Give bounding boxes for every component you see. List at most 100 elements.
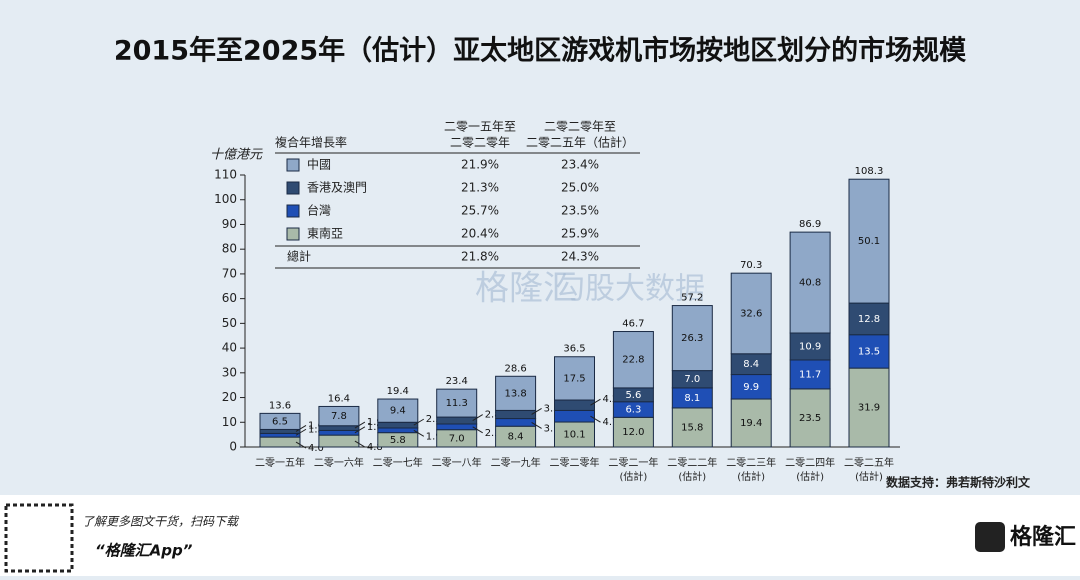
x-tick-label-line: 二零二四年 bbox=[785, 456, 835, 469]
bar-segment bbox=[318, 425, 360, 431]
value-label: 10.9 bbox=[799, 341, 821, 352]
bar-segment bbox=[318, 405, 360, 427]
legend-label: 香港及澳門 bbox=[307, 181, 367, 195]
value-label: 7.0 bbox=[449, 433, 465, 444]
table-cell: 23.5% bbox=[561, 204, 599, 218]
bar-segment bbox=[554, 421, 595, 448]
value-label: 1.5 bbox=[308, 424, 324, 435]
leader-line bbox=[590, 415, 601, 423]
y-tick-label: 30 bbox=[222, 365, 237, 379]
x-tick-label: 二零二四年(估計) bbox=[785, 456, 835, 483]
value-label: 1.9 bbox=[426, 431, 442, 442]
value-label: 5.8 bbox=[390, 435, 406, 446]
bar-segment bbox=[730, 398, 772, 448]
value-label: 6.5 bbox=[272, 416, 288, 427]
x-tick-label: 二零一八年 bbox=[432, 456, 482, 469]
value-label: 9.4 bbox=[390, 406, 406, 417]
bar-segment bbox=[377, 421, 419, 429]
bar-segment bbox=[495, 375, 537, 411]
value-label: 23.5 bbox=[799, 413, 821, 424]
value-label: 19.4 bbox=[740, 418, 762, 429]
bar-segment bbox=[554, 356, 595, 401]
leader-line bbox=[354, 440, 366, 448]
y-tick-label: 110 bbox=[214, 168, 237, 182]
bar-segment bbox=[730, 374, 772, 400]
legend-label: 台灣 bbox=[307, 203, 331, 218]
logo-icon bbox=[975, 522, 1005, 552]
x-tick-label-line: 二零二二年 bbox=[667, 456, 717, 469]
x-tick-label-line: (估計) bbox=[737, 470, 765, 483]
bar-segment bbox=[259, 428, 301, 434]
bar-segment bbox=[848, 178, 890, 304]
value-label: 40.8 bbox=[799, 278, 821, 289]
value-label: 8.1 bbox=[684, 393, 700, 404]
leader-line bbox=[413, 418, 425, 426]
bar-segment bbox=[436, 416, 478, 425]
y-tick-label: 10 bbox=[222, 415, 237, 429]
leader-line bbox=[531, 408, 542, 415]
bar-segment bbox=[259, 412, 301, 430]
x-tick-label: 二零一五年 bbox=[255, 456, 305, 469]
value-label: 15.8 bbox=[681, 422, 703, 433]
legend-label: 中國 bbox=[307, 157, 331, 172]
logo-text: 格隆汇 bbox=[1010, 524, 1076, 550]
bar-segment bbox=[612, 331, 654, 389]
bar-segment bbox=[436, 388, 478, 418]
legend-label: 東南亞 bbox=[307, 226, 343, 241]
value-label: 8.4 bbox=[508, 432, 524, 443]
footer-band bbox=[0, 495, 1080, 576]
table-cell: 20.4% bbox=[461, 227, 499, 241]
table-title: 複合年增長率 bbox=[275, 135, 347, 150]
x-tick-label-line: 二零二一年 bbox=[608, 456, 658, 469]
legend-swatch bbox=[286, 227, 300, 241]
value-label: 3.1 bbox=[544, 423, 560, 434]
x-tick-label: 二零一七年 bbox=[373, 456, 423, 469]
value-label: 4.0 bbox=[308, 443, 324, 454]
value-label: 32.6 bbox=[740, 308, 762, 319]
bar-segment bbox=[789, 332, 831, 361]
table-cell: 21.8% bbox=[461, 250, 499, 264]
legend-swatch bbox=[286, 158, 300, 172]
x-tick-label: 二零一六年 bbox=[314, 456, 364, 469]
table-total-label: 總計 bbox=[287, 249, 311, 264]
table-cell: 25.0% bbox=[561, 181, 599, 195]
value-label: 1.9 bbox=[367, 417, 383, 428]
x-tick-label-line: (估計) bbox=[678, 470, 706, 483]
total-label: 23.4 bbox=[446, 376, 468, 387]
value-label: 7.0 bbox=[684, 374, 700, 385]
value-label: 10.1 bbox=[563, 430, 585, 441]
value-label: 13.8 bbox=[504, 388, 526, 399]
bar-segment bbox=[612, 416, 654, 448]
total-label: 70.3 bbox=[740, 260, 762, 271]
bar-segment bbox=[671, 407, 713, 448]
total-label: 19.4 bbox=[387, 386, 409, 397]
y-tick-label: 50 bbox=[222, 316, 237, 330]
value-label: 50.1 bbox=[858, 236, 880, 247]
x-tick-label-line: 二零二三年 bbox=[726, 456, 776, 469]
y-tick-label: 20 bbox=[222, 390, 237, 404]
table-header: 二零二零年至 bbox=[544, 120, 616, 134]
value-label: 12.8 bbox=[858, 314, 880, 325]
bar-segment bbox=[495, 409, 537, 420]
total-label: 36.5 bbox=[563, 344, 585, 355]
table-cell: 25.7% bbox=[461, 204, 499, 218]
x-tick-label-line: 二零二五年 bbox=[844, 456, 894, 469]
total-label: 108.3 bbox=[855, 166, 884, 177]
leader-line bbox=[590, 398, 601, 406]
bar-segment bbox=[259, 436, 301, 448]
x-tick-label-line: (估計) bbox=[619, 470, 647, 483]
bar-segment bbox=[318, 434, 360, 448]
bar-segment bbox=[848, 367, 890, 448]
value-label: 6.3 bbox=[625, 405, 641, 416]
y-tick-label: 90 bbox=[222, 217, 237, 231]
value-label: 22.8 bbox=[622, 355, 644, 366]
bar-segment bbox=[554, 399, 595, 411]
chart-title: 2015年至2025年（估计）亚太地区游戏机市场按地区划分的市场规模 bbox=[114, 35, 966, 67]
value-label: 2.3 bbox=[426, 414, 442, 425]
leader-line bbox=[295, 441, 307, 449]
table-cell: 21.9% bbox=[461, 158, 499, 172]
table-cell: 21.3% bbox=[461, 181, 499, 195]
bar-segment bbox=[730, 272, 772, 355]
value-label: 17.5 bbox=[563, 373, 585, 384]
